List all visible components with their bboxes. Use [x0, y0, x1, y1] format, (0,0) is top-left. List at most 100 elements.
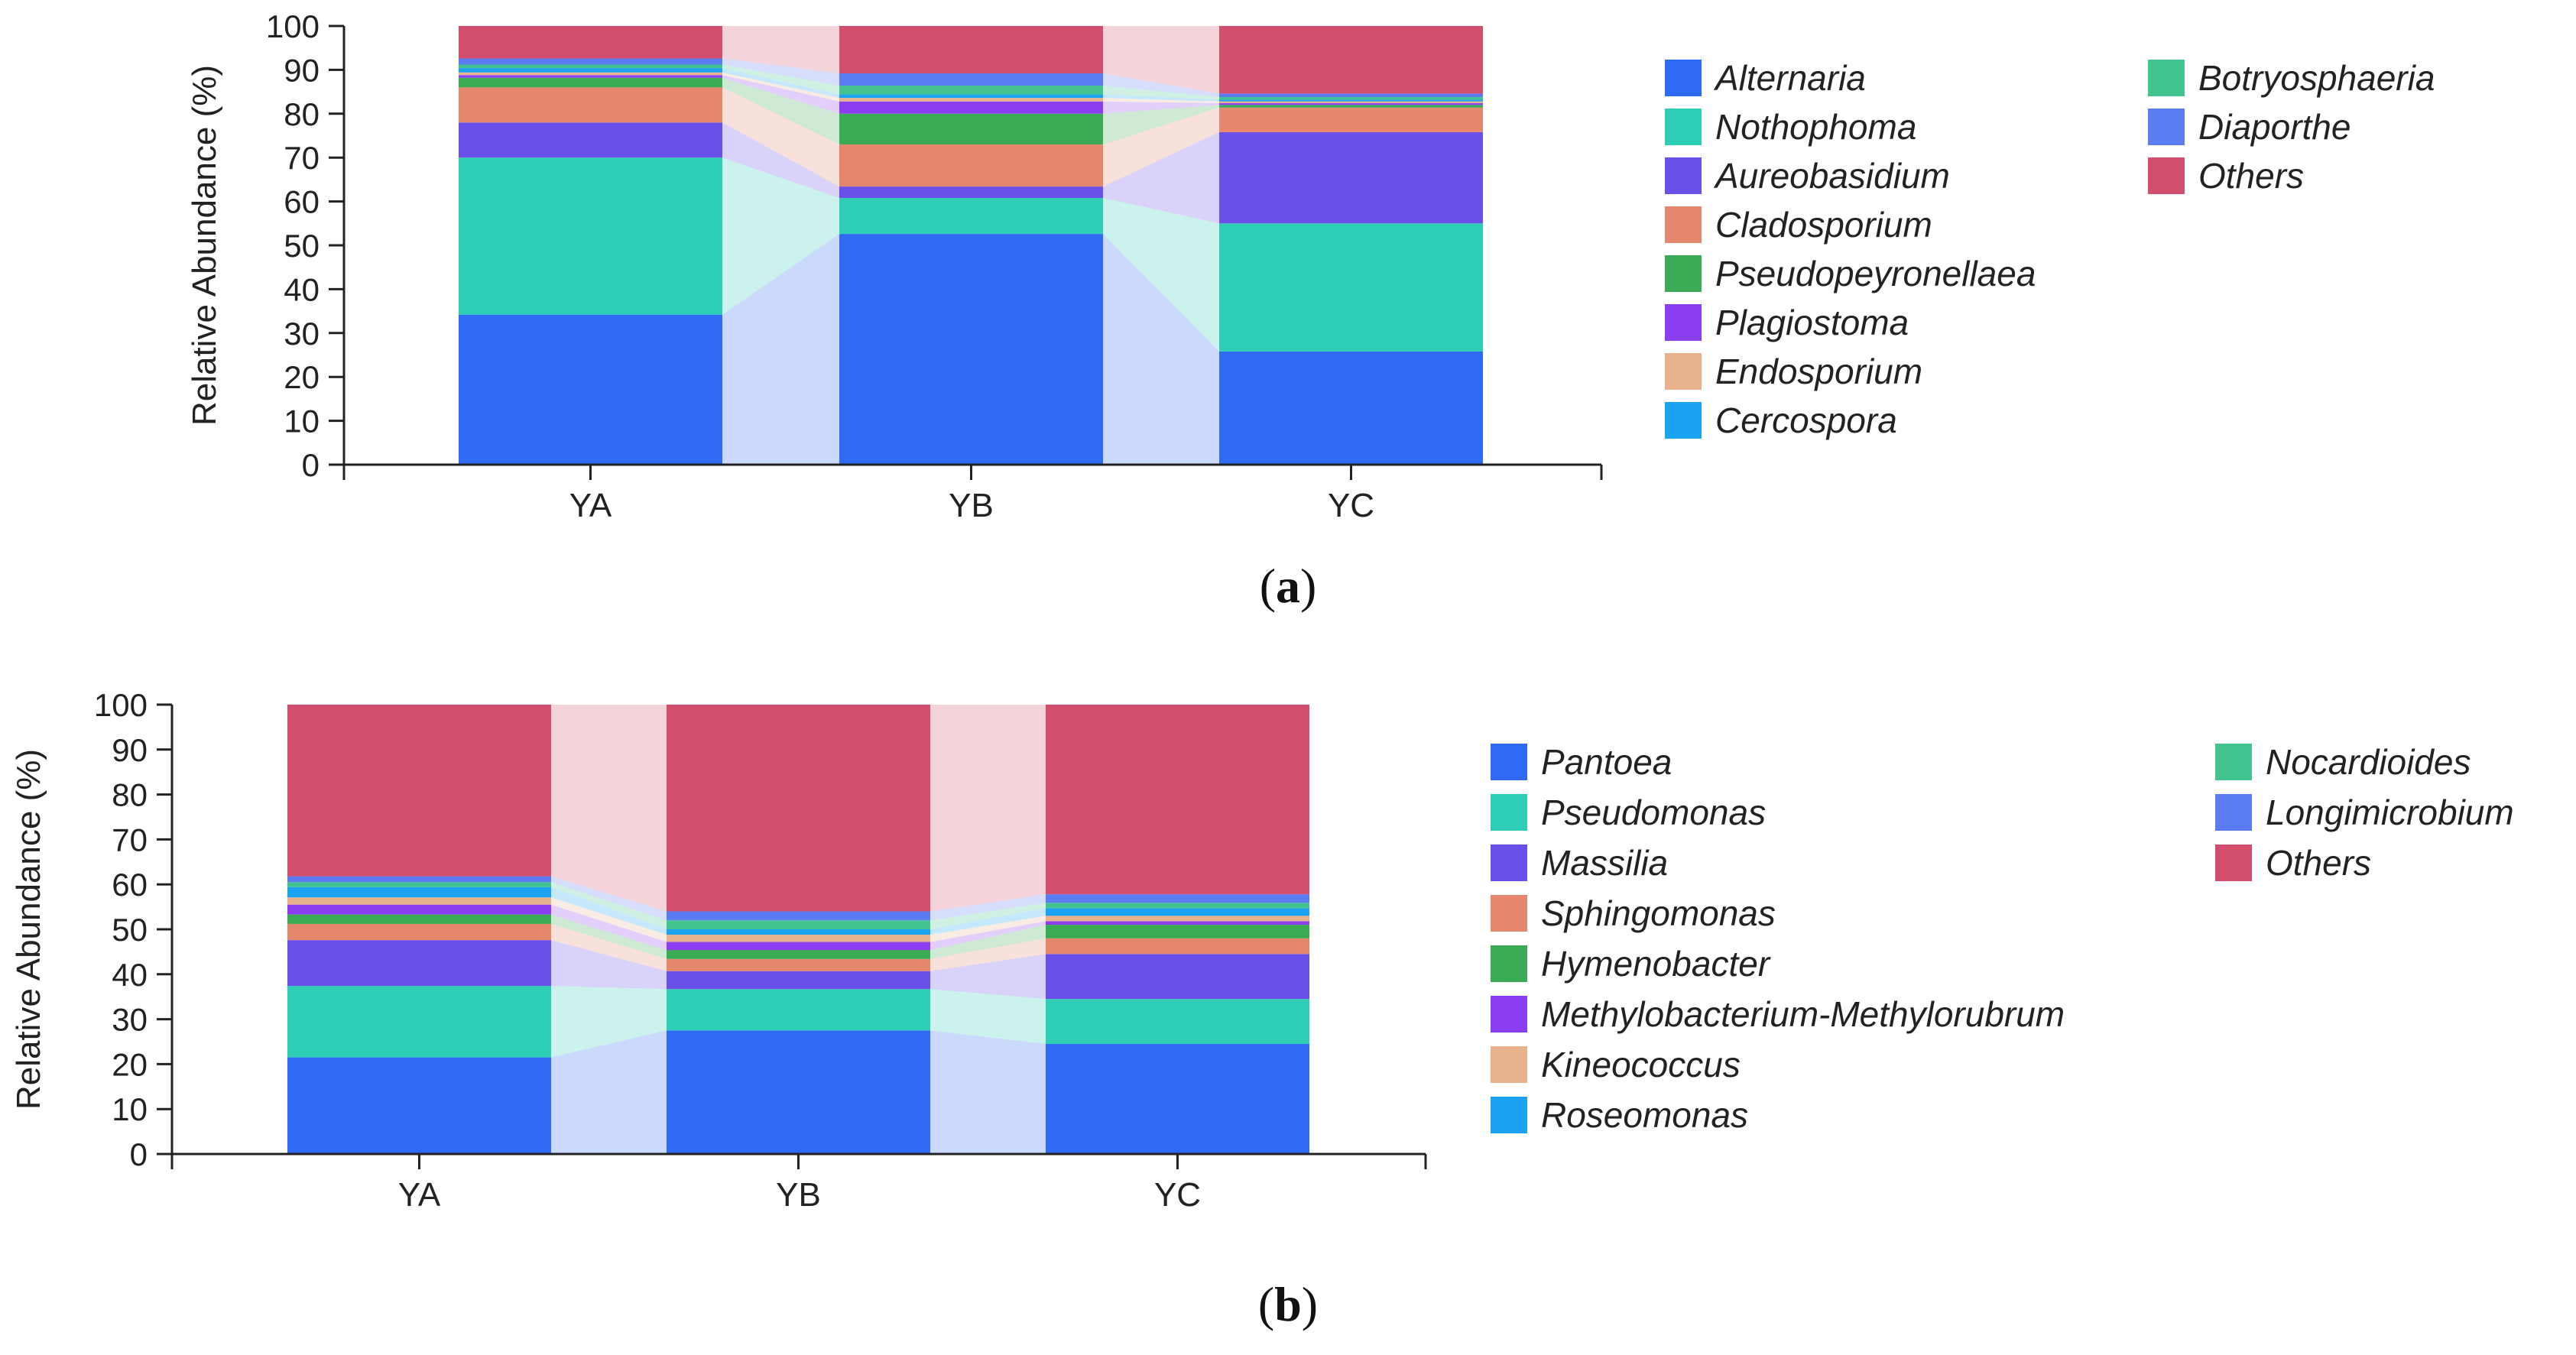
legend-item-endosporium: Endosporium: [1665, 348, 1922, 394]
connector-band-pantoea: [551, 1030, 667, 1154]
legend-item-pseudopeyronellaea: Pseudopeyronellaea: [1665, 251, 2036, 297]
bar-segment-kineococcus-yc: [1046, 916, 1309, 922]
bar-segment-sphingomonas-ya: [287, 923, 551, 941]
legend-item-cercospora: Cercospora: [1665, 397, 1897, 443]
bar-segment-alternaria-yb: [839, 234, 1103, 465]
axes: 0 10 20 30 40 50 60 70 80 90 100 YA YB YC Relative Abu…: [10, 687, 1427, 1214]
y-tick-label: 30: [284, 316, 320, 352]
legend-item-pantoea: Pantoea: [1491, 739, 1672, 785]
connector-band-cercospora: [1103, 94, 1219, 102]
connector-band-nocardioides: [930, 903, 1046, 929]
bar-segment-pseudomonas-ya: [287, 986, 551, 1058]
x-tick-label-yb: YB: [776, 1176, 821, 1214]
bar-segment-pseudomonas-yb: [667, 989, 930, 1031]
legend-swatch: [1491, 844, 1527, 881]
legend-swatch: [1665, 353, 1702, 390]
legend-swatch: [1665, 255, 1702, 292]
legend-item-cladosporium: Cladosporium: [1665, 202, 1932, 248]
legend-label: Longimicrobium: [2266, 793, 2514, 832]
y-tick-label: 60: [112, 867, 148, 903]
bar-segment-cercospora-ya: [459, 68, 722, 73]
bar-segment-alternaria-ya: [459, 314, 722, 465]
bar-segment-pseudopeyronellaea-yc: [1219, 105, 1483, 108]
bar-segment-others-ya: [459, 26, 722, 59]
y-tick-label: 90: [112, 732, 148, 768]
panel-b: 0 10 20 30 40 50 60 70 80 90 100 YA YB YC Relative Abu…: [0, 673, 2576, 1355]
y-tick-label: 90: [284, 52, 320, 88]
bar-segment-cercospora-yb: [839, 94, 1103, 99]
bar-segment-pantoea-yb: [667, 1030, 930, 1154]
legend-label: Plagiostoma: [1715, 303, 1909, 342]
connector-band-hymenobacter: [551, 914, 667, 959]
y-tick-label: 60: [284, 184, 320, 220]
legend-label: Nothophoma: [1715, 107, 1917, 147]
y-axis-title: Relative Abundance (%): [186, 65, 223, 426]
legend-label: Botryosphaeria: [2198, 58, 2435, 98]
legend-item-botryosphaeria: Botryosphaeria: [2148, 55, 2435, 101]
connector-band-sphingomonas: [551, 923, 667, 971]
bar-segment-hymenobacter-yb: [667, 950, 930, 959]
legend-item-kineococcus: Kineococcus: [1491, 1042, 1741, 1088]
legend-swatch: [2148, 157, 2185, 194]
y-tick-label: 40: [112, 957, 148, 993]
legend-item-alternaria: Alternaria: [1665, 55, 1866, 101]
legend-item-longimicrobium: Longimicrobium: [2215, 789, 2514, 835]
bar-segment-botryosphaeria-yb: [839, 86, 1103, 95]
legend-label: Cladosporium: [1715, 205, 1932, 245]
bar-segment-pantoea-yc: [1046, 1043, 1309, 1154]
bar-segment-roseomonas-yb: [667, 929, 930, 935]
connector-band-hymenobacter: [930, 925, 1046, 959]
bar-segment-alternaria-yc: [1219, 351, 1483, 465]
bar-segment-diaporthe-ya: [459, 58, 722, 65]
y-tick-label: 20: [112, 1046, 148, 1082]
bar-segment-diaporthe-yb: [839, 73, 1103, 86]
bar-segment-pseudopeyronellaea-ya: [459, 77, 722, 88]
bar-segment-others-ya: [287, 705, 551, 877]
connector-band-pseudopeyronellaea: [1103, 105, 1219, 144]
connector-band-alternaria: [1103, 234, 1219, 465]
bar-segment-diaporthe-yc: [1219, 93, 1483, 97]
x-tick-label-yc: YC: [1328, 487, 1374, 524]
connector-band-alternaria: [722, 234, 839, 465]
legend-label: Pantoea: [1541, 742, 1672, 782]
bar-segment-botryosphaeria-yc: [1219, 96, 1483, 100]
legend-item-aureobasidium: Aureobasidium: [1665, 153, 1950, 199]
bars: [287, 705, 1309, 1154]
panel-a: 0 10 20 30 40 50 60 70 80 90 100 YA YB YC Relative Abu…: [0, 0, 2576, 657]
legend-label: Others: [2266, 843, 2372, 883]
legend-label: Methylobacterium-Methylorubrum: [1541, 994, 2065, 1034]
connector-band-pseudopeyronellaea: [722, 77, 839, 144]
bar-segment-longimicrobium-yb: [667, 911, 930, 921]
bars: [459, 26, 1483, 465]
legend-label: Pseudomonas: [1541, 793, 1767, 832]
connector-band-botryosphaeria: [722, 64, 839, 95]
y-tick-label: 80: [112, 777, 148, 813]
bar-segment-kineococcus-yb: [667, 935, 930, 942]
bar-segment-nothophoma-yb: [839, 198, 1103, 235]
y-axis-title: Relative Abundance (%): [10, 749, 47, 1110]
y-tick-label: 70: [284, 140, 320, 176]
bar-segment-methylobacterium-methylorubrum-ya: [287, 904, 551, 915]
bar-segment-others-yc: [1046, 705, 1309, 895]
legend-swatch: [2215, 744, 2252, 780]
connector-band-longimicrobium: [551, 876, 667, 921]
bar-segment-massilia-ya: [287, 940, 551, 987]
legend-item-roseomonas: Roseomonas: [1491, 1092, 1748, 1138]
connector-band-nothophoma: [1103, 198, 1219, 352]
legend-label: Aureobasidium: [1715, 156, 1950, 196]
legend-label: Others: [2198, 156, 2305, 196]
bar-segment-pseudomonas-yc: [1046, 999, 1309, 1044]
legend-swatch: [1491, 794, 1527, 831]
legend-item-sphingomonas: Sphingomonas: [1491, 890, 1776, 936]
y-tick-label: 50: [112, 912, 148, 948]
bar-segment-hymenobacter-yc: [1046, 925, 1309, 938]
legend-item-nothophoma: Nothophoma: [1665, 104, 1916, 150]
legend-swatch: [2215, 794, 2252, 831]
bar-segment-sphingomonas-yc: [1046, 938, 1309, 955]
bar-segment-aureobasidium-yb: [839, 186, 1103, 199]
legend-swatch: [1665, 206, 1702, 243]
legend-item-plagiostoma: Plagiostoma: [1665, 300, 1909, 345]
legend-item-pseudomonas: Pseudomonas: [1491, 789, 1766, 835]
legend-label: Hymenobacter: [1541, 944, 1770, 984]
bar-segment-aureobasidium-yc: [1219, 131, 1483, 224]
